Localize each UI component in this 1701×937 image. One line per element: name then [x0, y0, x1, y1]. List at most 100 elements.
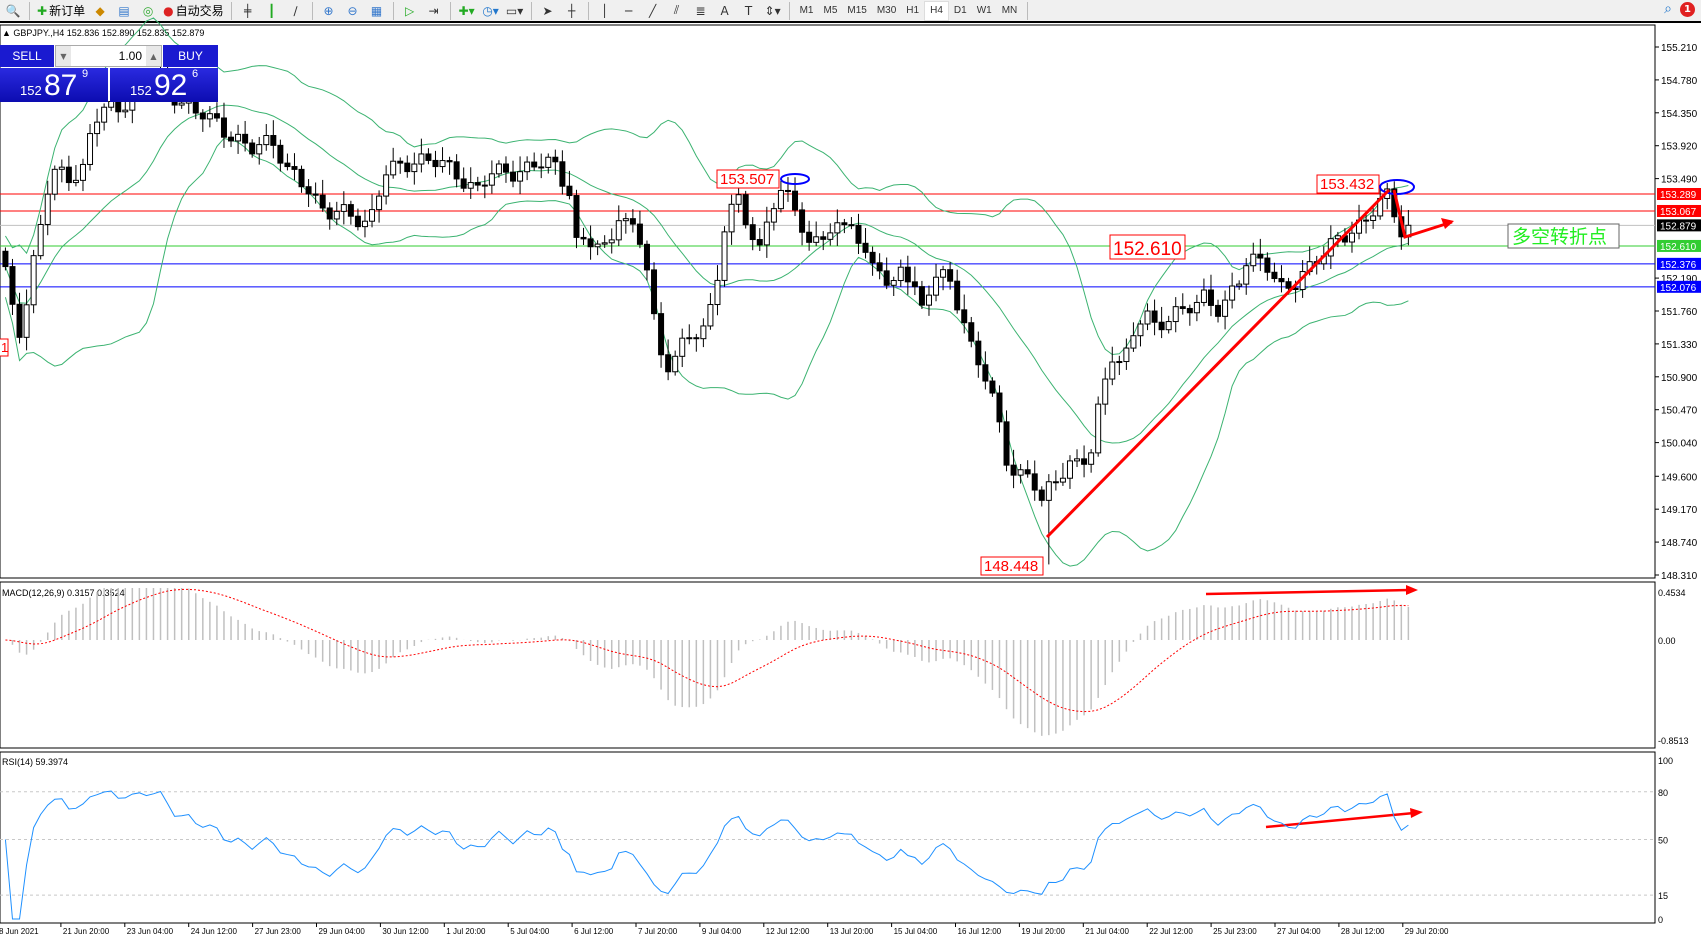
timeframe-d1[interactable]: D1 [953, 5, 967, 16]
bull-candle [1102, 378, 1109, 405]
main-pane [0, 24, 1656, 579]
bear-candle [742, 194, 749, 226]
timeframe-m5[interactable]: M5 [823, 5, 838, 16]
bull-candle [23, 304, 30, 338]
cursor-icon[interactable]: ➤ [542, 3, 553, 18]
bear-candle [220, 117, 227, 138]
fibonacci-icon[interactable]: ≣ [695, 3, 706, 18]
bear-candle [1003, 421, 1010, 466]
timeframe-h4[interactable]: H4 [924, 0, 949, 21]
time-label: 12 Jul 12:00 [766, 927, 810, 936]
line-chart-icon[interactable]: ∕ [293, 3, 298, 18]
bull-candle [622, 218, 629, 222]
arrows-icon[interactable]: ⇕▾ [764, 3, 781, 18]
buy-price[interactable]: 152 92 6 [110, 68, 218, 102]
bear-candle [397, 160, 404, 164]
horizontal-line-icon[interactable]: ─ [624, 3, 633, 18]
tile-windows-icon[interactable]: ▦ [370, 3, 383, 18]
label-mid-box [1109, 234, 1186, 260]
bull-candle [108, 101, 115, 108]
zoom-out-icon[interactable]: ⊖ [347, 3, 358, 18]
bear-candle [1292, 287, 1299, 291]
sell-price[interactable]: 152 87 9 [0, 68, 108, 102]
bear-candle [989, 380, 996, 394]
rsi-arrow [1265, 811, 1415, 829]
templates-icon[interactable]: ▭▾ [505, 3, 524, 18]
sell-button[interactable]: SELL [0, 45, 54, 67]
text-label-icon[interactable]: T [744, 3, 753, 18]
bull-candle [686, 337, 693, 340]
auto-trading-button[interactable]: ● 自动交易 [161, 1, 226, 21]
bar-chart-icon[interactable]: ╪ [243, 3, 252, 18]
bear-candle [1038, 489, 1045, 501]
search-icon[interactable]: 🔍 [5, 3, 21, 18]
timeframe-m1[interactable]: M1 [799, 5, 814, 16]
bear-candle [806, 231, 813, 243]
label-mid: 152.610 [1113, 239, 1182, 260]
bear-candle [425, 153, 432, 161]
level-tag [1657, 280, 1701, 293]
increase-lots-icon[interactable]: ▲ [146, 46, 161, 66]
bear-candle [658, 313, 665, 356]
one-click-trading-panel: SELL ▼ ▲ BUY 152 87 9 152 92 6 [0, 45, 218, 102]
label-high-1-box [716, 169, 780, 189]
bull-candle [58, 166, 65, 170]
bull-candle [1384, 188, 1391, 199]
bull-candle [390, 160, 397, 176]
metaeditor-icon[interactable]: ◆ [95, 3, 105, 18]
timeframe-m15[interactable]: M15 [847, 5, 867, 16]
bear-candle [9, 266, 16, 305]
market-watch-icon[interactable]: ▤ [118, 3, 130, 18]
bull-candle [890, 280, 897, 286]
signals-icon[interactable]: ◎ [142, 3, 154, 18]
bear-candle [629, 218, 636, 225]
bull-candle [1299, 271, 1306, 291]
indicators-icon[interactable]: ✚▾ [458, 3, 475, 18]
text-icon[interactable]: A [720, 3, 729, 18]
bear-candle [947, 269, 954, 282]
channel-icon[interactable]: ⫽ [673, 3, 680, 17]
vertical-line-icon[interactable]: │ [600, 3, 609, 18]
bear-candle [968, 322, 975, 342]
label-high-2-box [1316, 174, 1380, 194]
zoom-in-icon[interactable]: ⊕ [323, 3, 334, 18]
timeframe-mn[interactable]: MN [1001, 5, 1018, 16]
periods-icon[interactable]: ◷▾ [482, 3, 499, 18]
sell-price-main: 87 [44, 69, 78, 102]
timeframe-w1[interactable]: W1 [976, 5, 992, 16]
bear-candle [502, 163, 509, 173]
new-order-icon: ✚ [37, 3, 48, 18]
bear-candle [326, 207, 333, 220]
price-label: 149.170 [1661, 505, 1698, 516]
time-label: 6 Jul 12:00 [574, 927, 614, 936]
bull-candle [1250, 253, 1257, 267]
bull-candle [615, 220, 622, 241]
label-high-1: 153.507 [720, 171, 774, 188]
search-icon[interactable]: ⌕ [1664, 1, 1672, 17]
timeframe-h1[interactable]: H1 [906, 5, 920, 16]
auto-scroll-icon[interactable]: ▷ [404, 3, 415, 18]
bear-candle [228, 136, 235, 142]
crosshair-icon[interactable]: ┼ [567, 3, 576, 18]
time-label: 24 Jun 12:00 [191, 927, 238, 936]
arrowhead-icon [1410, 808, 1423, 818]
bear-candle [347, 204, 354, 217]
arrowhead-icon [1441, 218, 1454, 229]
bull-candle [51, 168, 58, 195]
trendline-icon[interactable]: ╱ [648, 3, 657, 18]
new-order-label: 新订单 [49, 4, 86, 18]
bear-candle [799, 209, 806, 233]
notification-badge[interactable]: 1 [1680, 1, 1695, 17]
timeframe-m30[interactable]: M30 [876, 5, 897, 16]
bull-candle [1405, 224, 1412, 238]
buy-button[interactable]: BUY [163, 45, 218, 67]
decrease-lots-icon[interactable]: ▼ [56, 46, 71, 66]
lots-input[interactable] [71, 49, 146, 63]
chart-shift-icon[interactable]: ⇥ [428, 3, 439, 18]
candlestick-chart-icon[interactable]: ┃ [267, 3, 276, 18]
time-label: 25 Jul 23:00 [1213, 927, 1257, 936]
new-order-button[interactable]: ✚ 新订单 [35, 1, 87, 21]
level-price: 152.879 [1660, 221, 1697, 232]
bear-candle [1081, 458, 1088, 465]
